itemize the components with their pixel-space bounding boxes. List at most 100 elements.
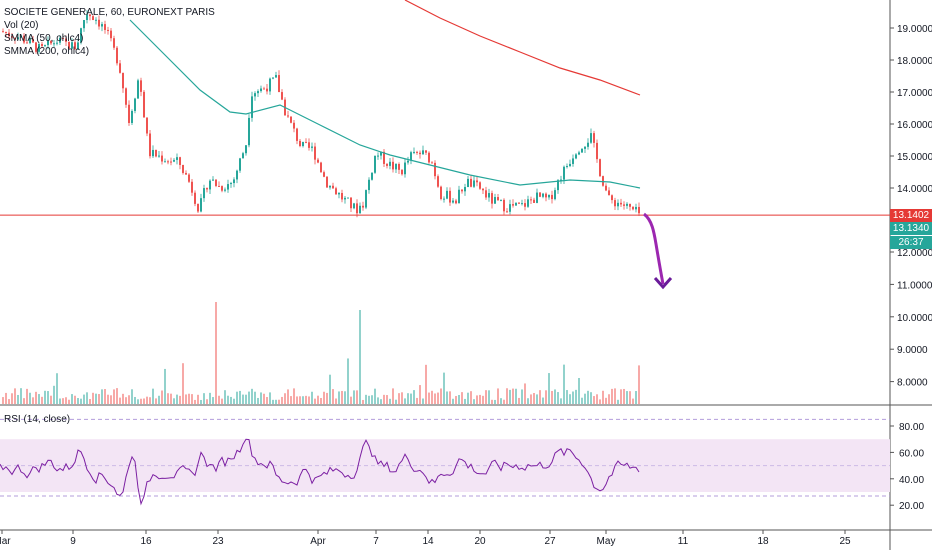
volume-bar — [509, 389, 511, 404]
volume-bar — [389, 398, 391, 404]
candle-body — [458, 189, 460, 204]
volume-bar — [122, 393, 124, 404]
candle-body — [329, 185, 331, 188]
time-tick-label: Mar — [0, 536, 11, 547]
volume-bar — [440, 388, 442, 404]
candle-body — [452, 200, 454, 203]
volume-bar — [179, 395, 181, 404]
candle-body — [41, 44, 43, 46]
volume-bar — [500, 398, 502, 404]
volume-bar — [41, 396, 43, 404]
candle-body — [77, 42, 79, 50]
volume-bar — [131, 389, 133, 404]
symbol-title: SOCIETE GENERALE, 60, EURONEXT PARIS — [4, 7, 215, 18]
volume-bar — [206, 399, 208, 404]
volume-bar — [503, 399, 505, 404]
volume-bar — [536, 394, 538, 404]
candle-body — [602, 176, 604, 186]
volume-bar — [383, 394, 385, 404]
volume-bar — [485, 390, 487, 404]
candle-body — [410, 152, 412, 161]
volume-bar — [263, 393, 265, 404]
volume-bar — [575, 389, 577, 404]
candle-body — [608, 190, 610, 196]
volume-bar — [281, 396, 283, 404]
candle-body — [605, 185, 607, 191]
candle-body — [17, 37, 19, 40]
candle-body — [419, 152, 421, 155]
volume-bar — [221, 398, 223, 404]
candle-body — [491, 193, 493, 204]
volume-bar — [452, 398, 454, 404]
candle-body — [155, 149, 157, 157]
volume-bar — [191, 394, 193, 404]
volume-bar — [362, 399, 364, 404]
candle-body — [635, 206, 637, 210]
candle-body — [95, 19, 97, 21]
volume-bar — [266, 397, 268, 404]
candle-body — [185, 172, 187, 175]
candle-body — [140, 80, 142, 92]
volume-bar — [356, 390, 358, 404]
candle-body — [542, 193, 544, 197]
candle-body — [20, 35, 22, 38]
volume-bar — [161, 390, 163, 404]
volume-bar — [410, 393, 412, 404]
volume-bar — [272, 399, 274, 404]
volume-bar — [302, 396, 304, 404]
candle-body — [371, 172, 373, 180]
time-tick-label: 20 — [474, 536, 486, 547]
candle-body — [401, 169, 403, 175]
volume-bar — [275, 399, 277, 404]
volume-bar — [629, 391, 631, 404]
price-tick-label: 14.0000 — [897, 184, 932, 195]
time-tick-label: 18 — [757, 536, 769, 547]
candle-body — [548, 194, 550, 198]
candle-body — [308, 142, 310, 148]
candle-body — [617, 202, 619, 207]
candle-body — [161, 155, 163, 162]
candle-body — [545, 193, 547, 198]
volume-bar — [425, 364, 427, 404]
candle-body — [560, 179, 562, 181]
candle-body — [326, 176, 328, 188]
candle-body — [314, 146, 316, 160]
volume-bar — [461, 392, 463, 404]
candle-body — [320, 162, 322, 173]
volume-bar — [527, 398, 529, 404]
candle-body — [623, 204, 625, 206]
volume-bar — [68, 399, 70, 404]
candle-body — [518, 202, 520, 204]
volume-bar — [287, 389, 289, 404]
candle-body — [47, 40, 49, 46]
price-tick-label: 17.0000 — [897, 88, 932, 99]
candle-body — [191, 181, 193, 193]
volume-bar — [269, 392, 271, 404]
volume-bar — [227, 395, 229, 404]
volume-bar — [467, 392, 469, 404]
volume-bar — [338, 391, 340, 404]
candle-body — [56, 42, 58, 44]
candle-body — [269, 78, 271, 92]
time-tick-label: 11 — [678, 536, 689, 547]
candle-body — [614, 200, 616, 207]
volume-bar — [155, 398, 157, 404]
candle-body — [413, 151, 415, 153]
candle-body — [305, 141, 307, 143]
volume-bar — [260, 392, 262, 404]
volume-bar — [17, 394, 19, 404]
candle-body — [125, 88, 127, 105]
candle-body — [74, 42, 76, 50]
candle-body — [494, 197, 496, 204]
volume-bar — [596, 394, 598, 404]
candle-body — [5, 31, 7, 33]
volume-bar — [239, 390, 241, 404]
volume-bar — [212, 397, 214, 404]
candle-body — [119, 63, 121, 73]
candle-body — [380, 151, 382, 156]
candle-body — [11, 36, 13, 38]
candle-body — [188, 174, 190, 182]
candle-body — [626, 203, 628, 206]
volume-bar — [497, 388, 499, 404]
